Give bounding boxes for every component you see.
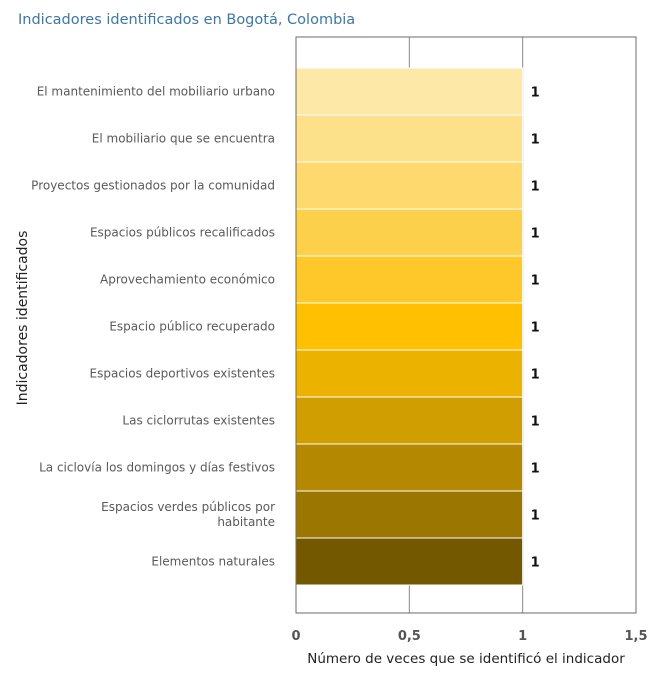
data-label: 1	[531, 133, 540, 148]
chart-title: Indicadores identificados en Bogotá, Col…	[18, 12, 355, 28]
category-label: Espacios verdes públicos por	[101, 500, 275, 514]
category-label: Aprovechamiento económico	[100, 273, 275, 287]
bar	[295, 114, 524, 163]
bar	[295, 537, 524, 586]
x-tick-label: 1	[518, 629, 527, 644]
data-label: 1	[531, 509, 540, 524]
data-label: 1	[531, 415, 540, 430]
bar	[295, 208, 524, 257]
x-axis-label: Número de veces que se identificó el ind…	[307, 651, 625, 667]
bar	[295, 302, 524, 351]
data-label: 1	[531, 274, 540, 289]
data-label: 1	[531, 321, 540, 336]
bar	[295, 396, 524, 445]
category-label: habitante	[217, 515, 275, 529]
bar	[295, 490, 524, 539]
bar	[295, 67, 524, 116]
bar	[295, 443, 524, 492]
data-label: 1	[531, 180, 540, 195]
category-label: Las ciclorrutas existentes	[122, 414, 275, 428]
category-label: Proyectos gestionados por la comunidad	[31, 179, 275, 193]
category-label: Espacio público recuperado	[109, 320, 275, 334]
category-label: El mobiliario que se encuentra	[92, 132, 275, 146]
data-label: 1	[531, 462, 540, 477]
plot-area: 1 El mantenimiento del mobiliario urbano 1…	[31, 36, 648, 644]
data-label: 1	[531, 227, 540, 242]
x-tick-label: 0	[291, 629, 300, 644]
bar	[295, 255, 524, 304]
category-label: Elementos naturales	[151, 555, 275, 569]
x-tick-label: 1,5	[624, 629, 647, 644]
bar	[295, 161, 524, 210]
bar	[295, 349, 524, 398]
category-label: Espacios deportivos existentes	[90, 367, 275, 381]
data-label: 1	[531, 368, 540, 383]
category-label: El mantenimiento del mobiliario urbano	[37, 85, 275, 99]
category-label: La ciclovía los domingos y días festivos	[39, 461, 275, 475]
category-label: Espacios públicos recalificados	[90, 226, 275, 240]
data-label: 1	[531, 86, 540, 101]
y-axis-label: Indicadores identificados	[15, 231, 31, 406]
data-label: 1	[531, 556, 540, 571]
x-tick-label: 0,5	[398, 629, 421, 644]
plot-frame	[295, 36, 637, 614]
